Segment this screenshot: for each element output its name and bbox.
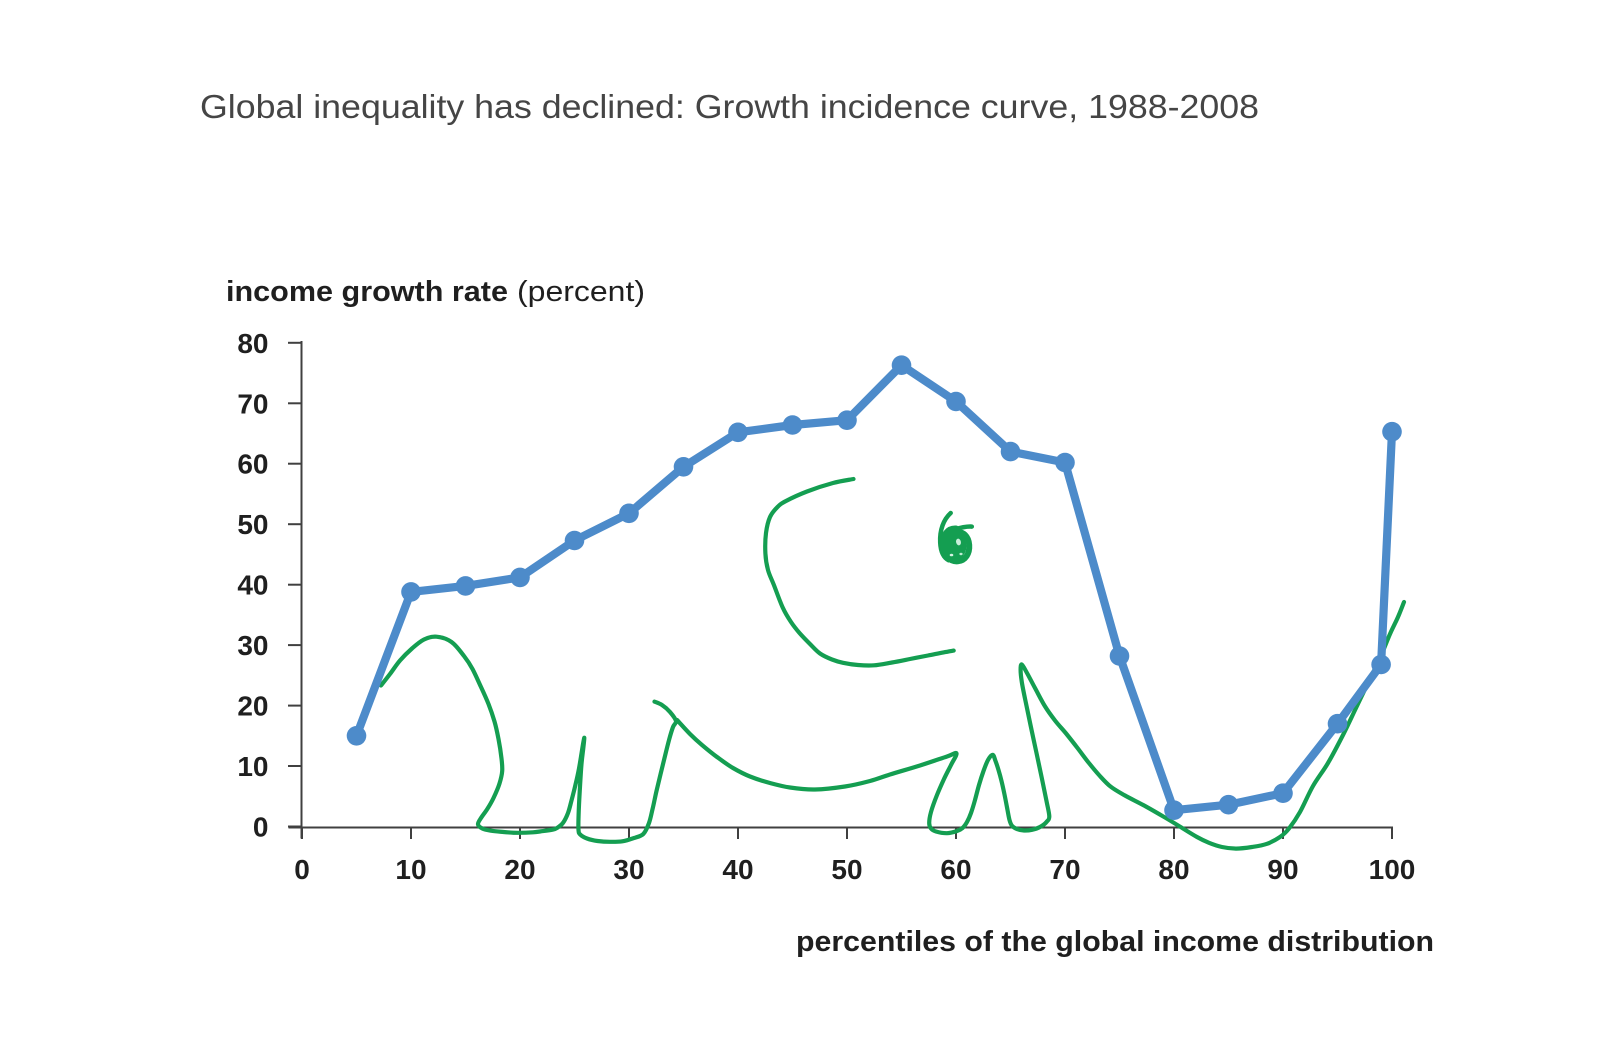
svg-text:40: 40: [722, 854, 753, 885]
svg-text:50: 50: [831, 854, 862, 885]
svg-text:80: 80: [1158, 854, 1189, 885]
svg-text:percentiles of the global inco: percentiles of the global income distrib…: [796, 926, 1434, 958]
svg-text:0: 0: [253, 812, 269, 843]
svg-text:80: 80: [237, 328, 268, 359]
svg-text:60: 60: [940, 854, 971, 885]
svg-text:30: 30: [237, 630, 268, 661]
svg-text:70: 70: [1049, 854, 1080, 885]
svg-text:60: 60: [237, 449, 268, 480]
svg-text:20: 20: [504, 854, 535, 885]
svg-text:Global inequality has declined: Global inequality has declined: Growth i…: [200, 88, 1259, 125]
svg-text:50: 50: [237, 509, 268, 540]
svg-text:income growth rate(percent): income growth rate (percent): [226, 276, 645, 308]
svg-text:20: 20: [237, 691, 268, 722]
svg-text:100: 100: [1369, 854, 1416, 885]
svg-text:30: 30: [613, 854, 644, 885]
svg-text:70: 70: [237, 388, 268, 419]
svg-text:90: 90: [1267, 854, 1298, 885]
svg-text:0: 0: [294, 854, 310, 885]
svg-text:10: 10: [237, 751, 268, 782]
svg-text:10: 10: [395, 854, 426, 885]
svg-text:40: 40: [237, 570, 268, 601]
